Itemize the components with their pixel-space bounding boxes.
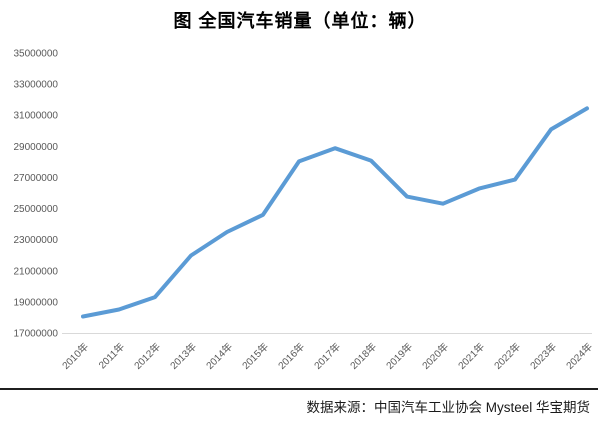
y-axis-tick-label: 19000000 [14,297,59,308]
x-axis-tick-label: 2015年 [239,340,271,372]
x-axis-tick-label: 2011年 [96,340,127,371]
auto-sales-line-chart: 17000000 19000000 21000000 23000000 25000000… [14,49,596,372]
x-axis-tick-label: 2010年 [59,340,91,372]
x-axis-tick-label: 2024年 [563,340,595,372]
footer-divider [0,388,598,390]
y-axis-tick-label: 27000000 [14,173,59,184]
data-source: 数据来源：中国汽车工业协会 Mysteel 华宝期货 [306,400,590,415]
x-axis-tick-label: 2020年 [419,340,451,372]
chart-title: 图 全国汽车销量（单位：辆） [173,11,427,31]
y-axis-tick-label: 25000000 [14,204,59,215]
x-axis-tick-label: 2013年 [167,340,199,372]
x-axis-tick-label: 2022年 [491,340,523,372]
x-axis-tick-label: 2019年 [383,340,415,372]
x-axis-tick-label: 2012年 [131,340,163,372]
y-axis-tick-label: 35000000 [14,49,59,60]
x-axis-tick-label: 2023年 [527,340,559,372]
y-axis-tick-label: 23000000 [14,235,59,246]
y-axis-tick-label: 31000000 [14,111,59,122]
y-axis-tick-label: 21000000 [14,266,59,277]
x-axis-tick-label: 2021年 [455,340,487,372]
y-axis-tick-label: 17000000 [14,329,59,340]
y-axis-tick-label: 33000000 [14,80,59,91]
x-axis-tick-label: 2016年 [275,340,307,372]
y-axis-tick-label: 29000000 [14,142,59,153]
x-axis-tick-label: 2014年 [203,340,235,372]
x-axis-tick-label: 2017年 [311,340,343,372]
x-axis-tick-label: 2018年 [347,340,379,372]
sales-line-series [81,106,589,319]
